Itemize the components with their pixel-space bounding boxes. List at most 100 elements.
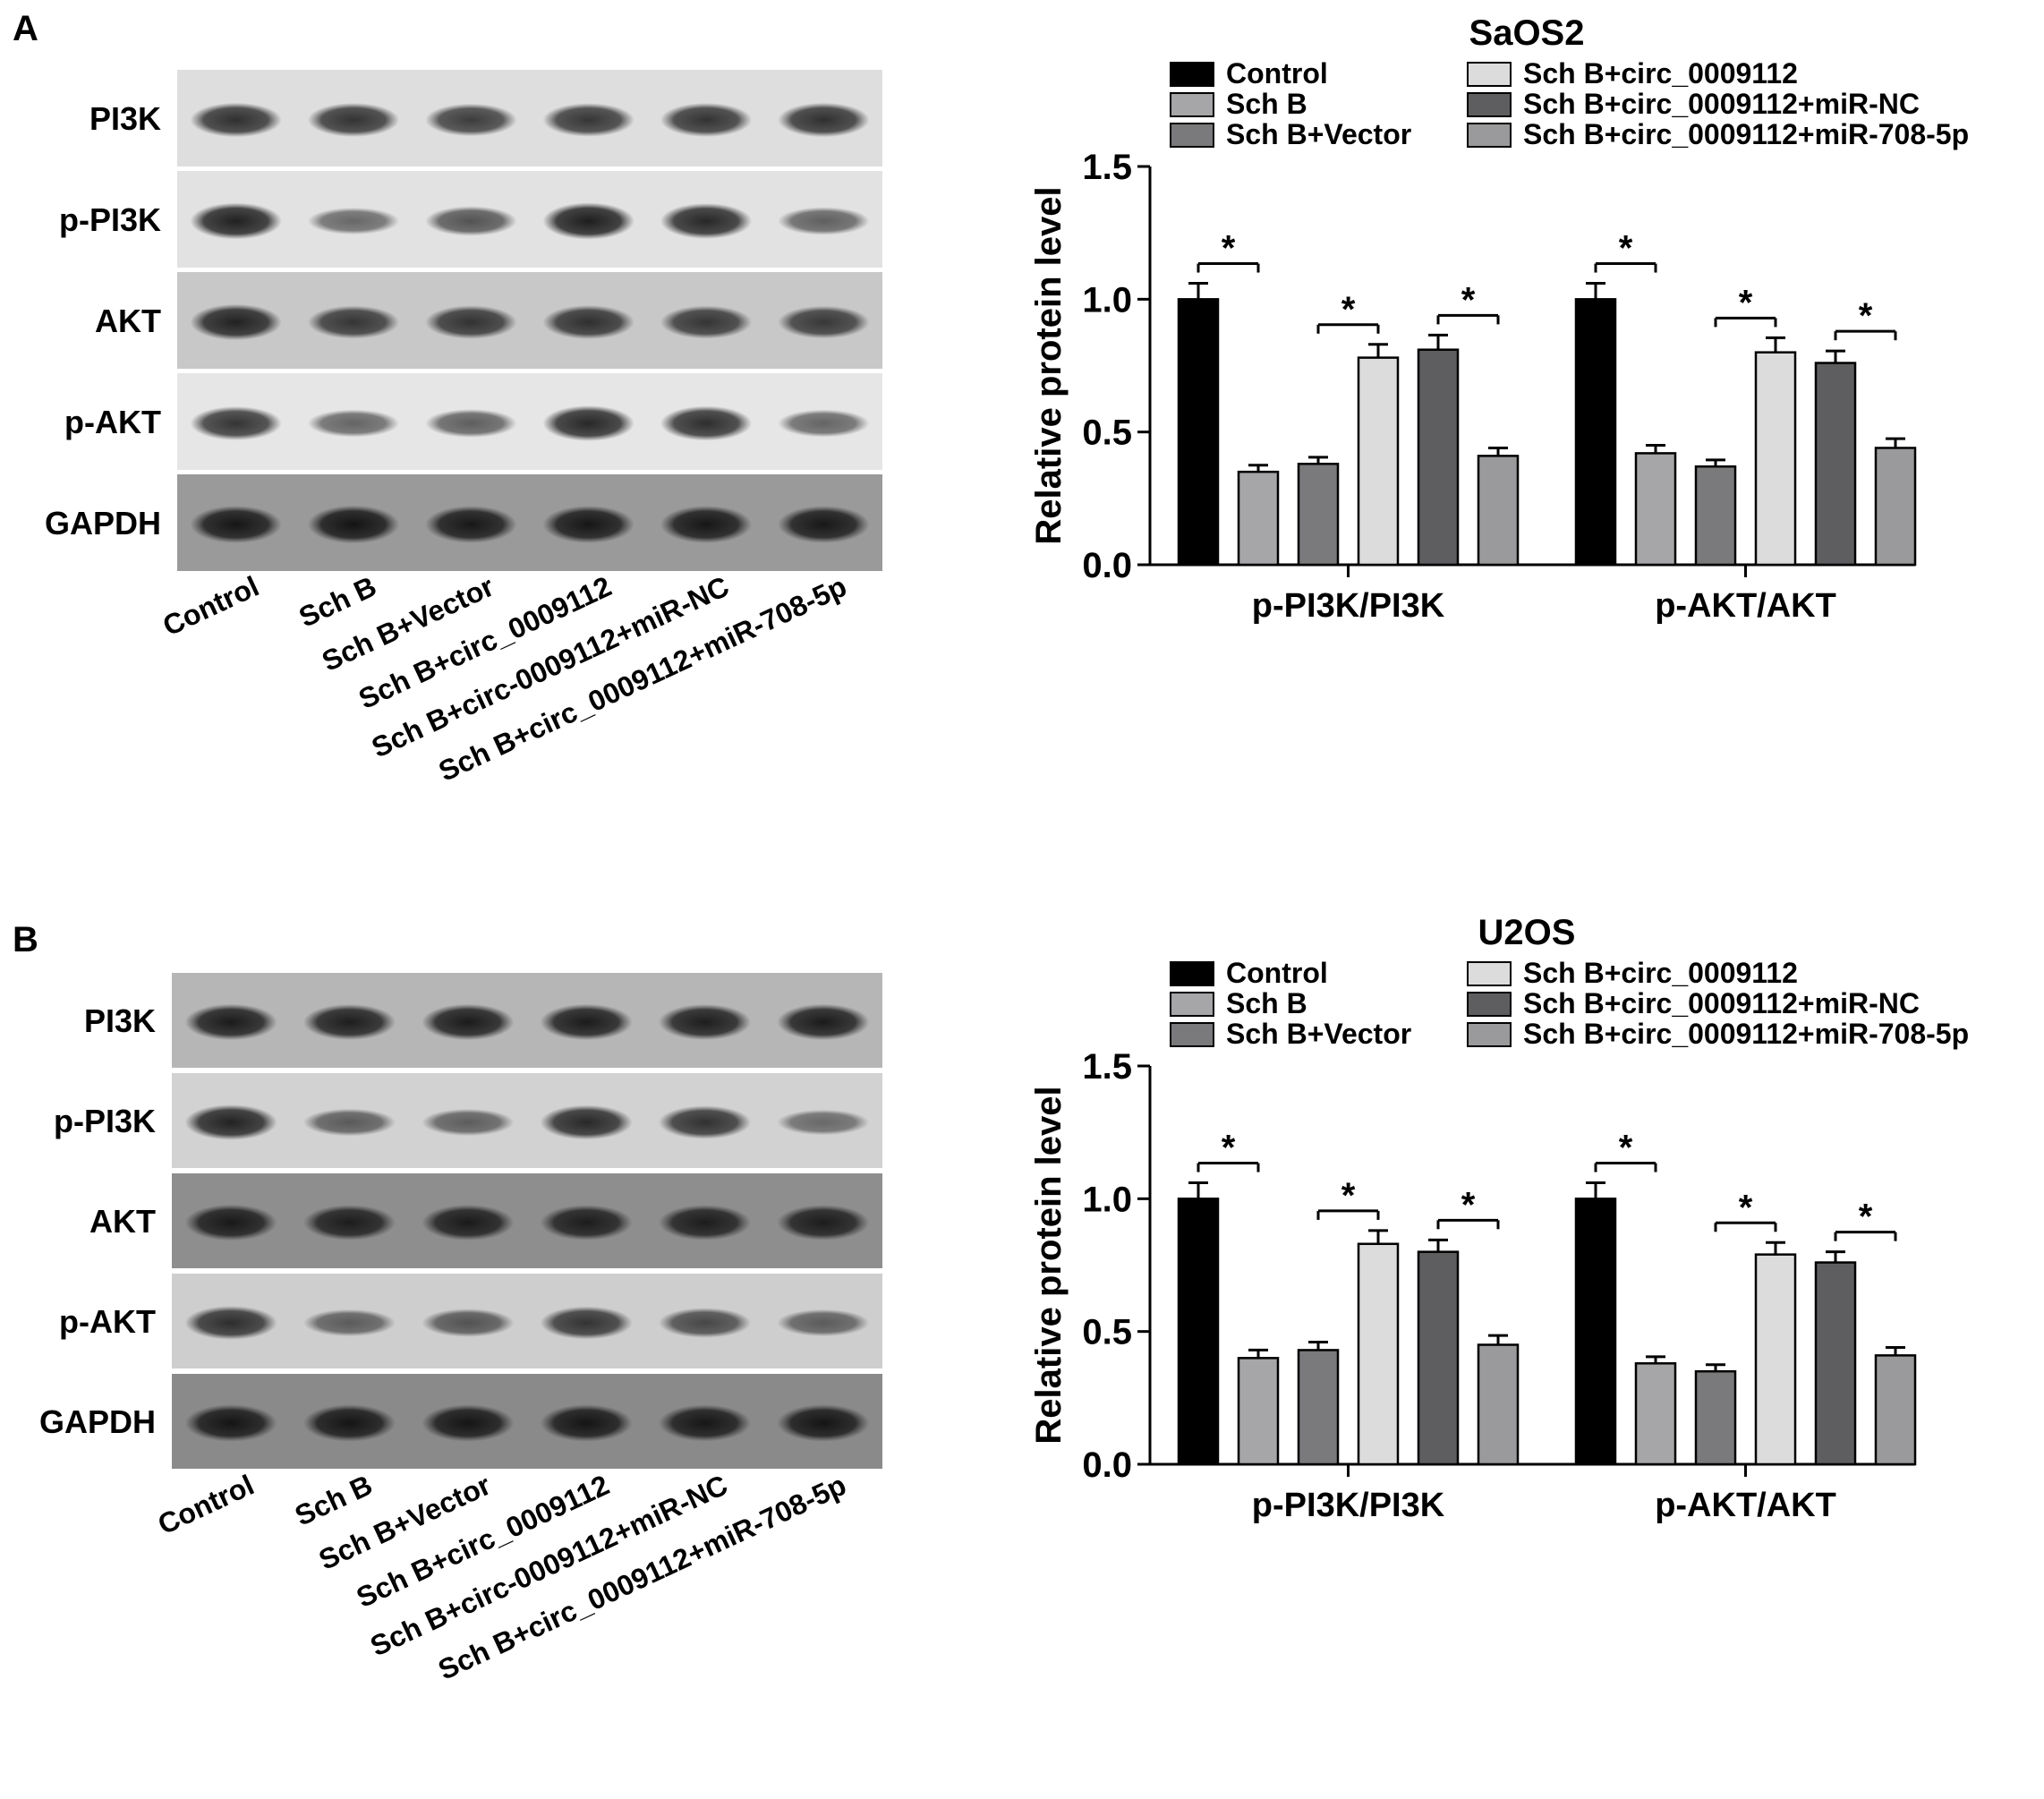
x-tick-label: p-AKT/AKT: [1655, 1487, 1836, 1524]
blot-band: [778, 102, 870, 138]
legend-swatch-sch-b-vector: [1170, 123, 1214, 148]
bar-sch-b-circ-0009112-p-pi3k-pi3k: [1357, 356, 1400, 567]
significance-asterisk: *: [1619, 229, 1633, 269]
blot-band: [542, 305, 634, 339]
blot-band: [184, 1003, 277, 1041]
blot-band: [307, 207, 400, 235]
panel-b-letter: B: [13, 920, 38, 959]
panel-a-letter: A: [13, 9, 38, 48]
blot-band: [540, 1104, 633, 1140]
blot-strip-akt: [172, 1173, 882, 1268]
legend-label-sch-b-vector: Sch B+Vector: [1226, 118, 1411, 150]
y-tick-label: 0.0: [1082, 1445, 1132, 1485]
blot-strip-p-pi3k: [177, 171, 882, 268]
blot-row-label: PI3K: [84, 1002, 156, 1039]
bar-sch-b-circ-0009112-p-akt-akt: [1754, 351, 1797, 567]
blot-band: [778, 506, 870, 543]
legend-swatch-sch-b-circ-0009112-mir-708-5p: [1467, 123, 1512, 148]
blot-row-label: p-AKT: [59, 1303, 156, 1340]
blot-band: [422, 1108, 515, 1137]
blot-band: [302, 1108, 396, 1137]
blot-band: [777, 1205, 870, 1241]
blot-band: [660, 405, 753, 441]
chart-title: U2OS: [1478, 913, 1576, 952]
blot-band: [658, 1308, 752, 1338]
x-tick-label: p-PI3K/PI3K: [1252, 1487, 1445, 1524]
bar-control-p-akt-akt: [1574, 298, 1617, 567]
blot-band: [660, 103, 753, 137]
legend-swatch-sch-b-circ-0009112: [1467, 961, 1512, 986]
legend-swatch-sch-b-vector: [1170, 1022, 1214, 1047]
legend-swatch-control: [1170, 961, 1214, 986]
blot-band: [422, 1309, 515, 1337]
bar-control-p-akt-akt: [1574, 1198, 1617, 1466]
blot-band: [184, 1404, 277, 1442]
blot-row-label: p-PI3K: [59, 201, 161, 238]
legend-label-sch-b-circ-0009112-mir-708-5p: Sch B+circ_0009112+miR-708-5p: [1523, 1018, 1969, 1050]
legend-swatch-sch-b: [1170, 92, 1214, 117]
y-axis-title: Relative protein level: [1029, 186, 1069, 544]
legend-swatch-control: [1170, 62, 1214, 87]
bar-sch-b-circ-0009112-mir-nc-p-pi3k-pi3k: [1417, 1250, 1460, 1466]
blot-band: [658, 1105, 752, 1139]
blot-band: [307, 305, 400, 339]
legend-swatch-sch-b-circ-0009112-mir-nc: [1467, 92, 1512, 117]
bar-sch-b-p-akt-akt: [1634, 1362, 1677, 1466]
blot-strip-p-akt: [172, 1274, 882, 1368]
blot-strip-gapdh: [172, 1374, 882, 1469]
blot-band: [777, 1109, 870, 1136]
blot-band: [658, 1003, 752, 1041]
significance-asterisk: *: [1461, 280, 1476, 320]
blot-band: [302, 1003, 396, 1041]
significance-asterisk: *: [1859, 296, 1873, 336]
legend-swatch-sch-b-circ-0009112: [1467, 62, 1512, 87]
bar-sch-b-vector-p-akt-akt: [1694, 465, 1737, 567]
significance-asterisk: *: [1341, 1176, 1356, 1215]
bar-sch-b-p-pi3k-pi3k: [1237, 470, 1280, 567]
blot-strip-gapdh: [177, 474, 882, 571]
y-tick-label: 1.5: [1082, 148, 1132, 187]
significance-asterisk: *: [1341, 290, 1356, 329]
blot-band: [190, 202, 282, 240]
y-tick-label: 0.5: [1082, 414, 1132, 453]
blot-band: [660, 203, 753, 239]
x-tick-label: p-PI3K/PI3K: [1252, 587, 1445, 625]
significance-asterisk: *: [1461, 1185, 1476, 1224]
blot-band: [190, 505, 282, 544]
blot-band: [425, 409, 517, 438]
blot-band: [540, 1404, 633, 1442]
blot-band: [542, 202, 634, 240]
bar-sch-b-p-pi3k-pi3k: [1237, 1357, 1280, 1466]
blot-band: [658, 1404, 752, 1442]
legend-swatch-sch-b: [1170, 992, 1214, 1017]
blot-band: [307, 505, 400, 544]
blot-band: [660, 505, 753, 544]
legend-label-sch-b-circ-0009112-mir-708-5p: Sch B+circ_0009112+miR-708-5p: [1523, 118, 1969, 150]
y-tick-label: 0.0: [1082, 546, 1132, 585]
blot-band: [425, 103, 517, 137]
bar-sch-b-p-akt-akt: [1634, 452, 1677, 567]
legend-label-sch-b: Sch B: [1226, 987, 1307, 1019]
chart-title: SaOS2: [1469, 13, 1585, 53]
bar-control-p-pi3k-pi3k: [1177, 1198, 1220, 1466]
blot-band: [540, 1003, 633, 1041]
legend-label-sch-b-circ-0009112-mir-nc: Sch B+circ_0009112+miR-NC: [1523, 88, 1920, 120]
x-tick-label: p-AKT/AKT: [1655, 587, 1836, 625]
bar-sch-b-circ-0009112-mir-nc-p-pi3k-pi3k: [1417, 348, 1460, 567]
legend-label-sch-b-circ-0009112: Sch B+circ_0009112: [1523, 957, 1798, 989]
blot-band: [778, 409, 870, 438]
blot-lane-label: Control: [158, 570, 263, 643]
blot-band: [542, 505, 634, 544]
legend-label-sch-b-vector: Sch B+Vector: [1226, 1018, 1411, 1050]
blot-row-label: AKT: [95, 303, 161, 339]
blot-band: [425, 206, 517, 236]
y-axis-title: Relative protein level: [1029, 1086, 1069, 1444]
blot-band: [302, 1309, 396, 1337]
significance-asterisk: *: [1739, 1188, 1753, 1227]
significance-asterisk: *: [1619, 1129, 1633, 1168]
bar-sch-b-circ-0009112-p-akt-akt: [1754, 1253, 1797, 1466]
bar-sch-b-vector-p-akt-akt: [1694, 1369, 1737, 1466]
